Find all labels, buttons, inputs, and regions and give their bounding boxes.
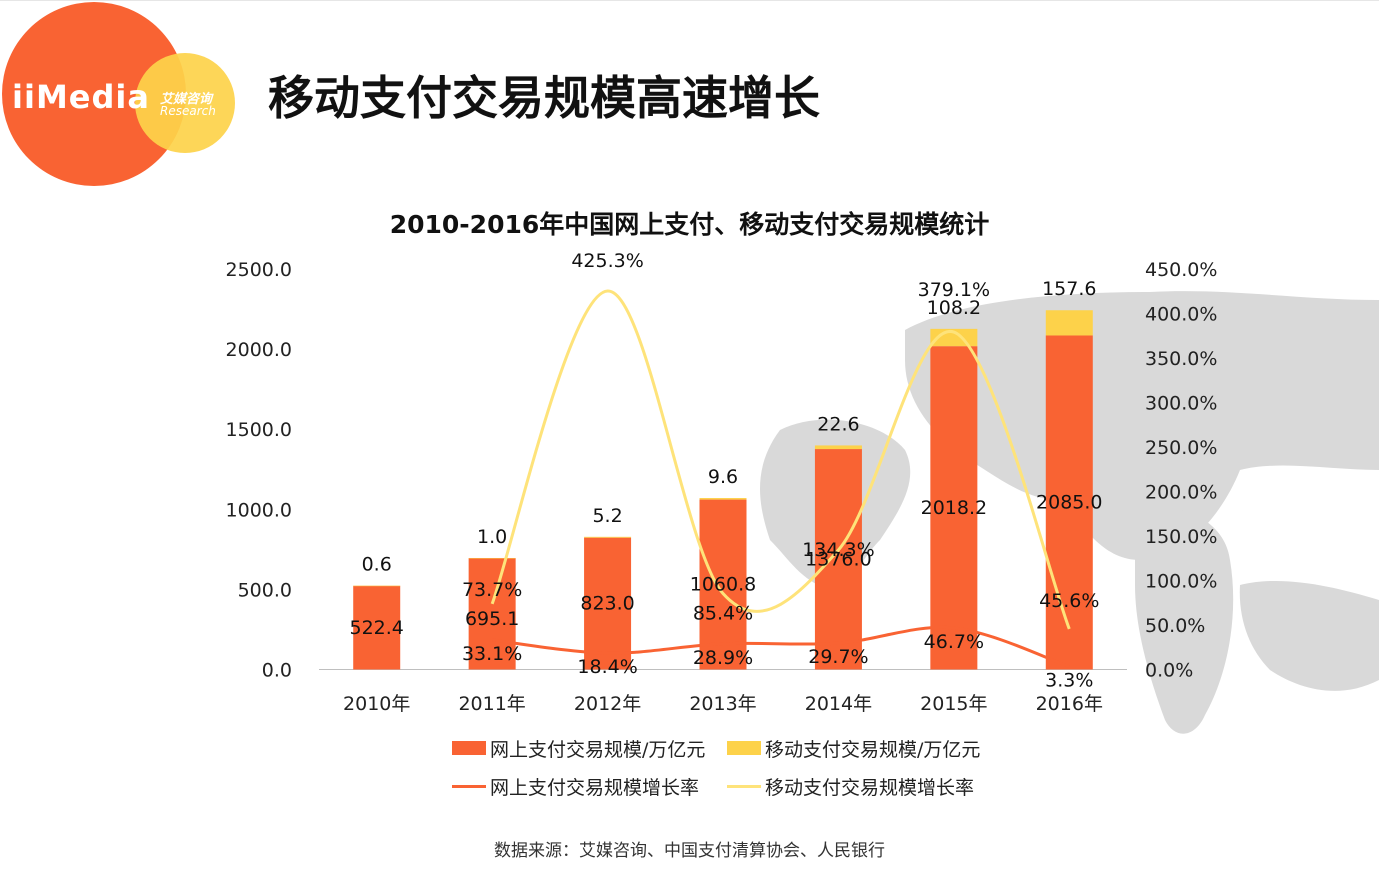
legend-online-line: 网上支付交易规模增长率 bbox=[490, 777, 700, 799]
x-tick-label: 2011年 bbox=[458, 693, 525, 715]
chart-title: 2010-2016年中国网上支付、移动支付交易规模统计 bbox=[389, 210, 990, 239]
bar-online bbox=[930, 346, 978, 670]
y-tick-label: 0.0 bbox=[262, 660, 292, 682]
data-label-online: 1376.0 bbox=[805, 548, 871, 570]
bar-mobile bbox=[353, 585, 401, 587]
data-source: 数据来源：艾媒咨询、中国支付清算协会、人民银行 bbox=[494, 841, 885, 861]
y-tick-label: 1000.0 bbox=[226, 499, 292, 521]
bar-mobile bbox=[699, 498, 747, 500]
y2-tick-label: 200.0% bbox=[1145, 482, 1217, 504]
y-tick-label: 2500.0 bbox=[226, 259, 292, 281]
legend-swatch-online-line bbox=[452, 785, 486, 788]
bar-online bbox=[1045, 335, 1093, 670]
data-label-online-growth: 46.7% bbox=[924, 631, 984, 653]
data-label-online: 823.0 bbox=[580, 593, 634, 615]
data-label-mobile: 0.6 bbox=[362, 554, 392, 576]
logo-circles-icon bbox=[2, 2, 235, 186]
legend-mobile-bar: 移动支付交易规模/万亿元 bbox=[765, 739, 981, 761]
data-label-online: 2085.0 bbox=[1036, 491, 1102, 513]
data-label-mobile-growth: 379.1% bbox=[918, 279, 990, 301]
data-label-online-growth: 29.7% bbox=[808, 646, 868, 668]
data-label-mobile-growth: 425.3% bbox=[571, 250, 643, 272]
y2-tick-label: 0.0% bbox=[1145, 660, 1193, 682]
bar-mobile bbox=[814, 445, 862, 450]
bar-online bbox=[699, 499, 747, 670]
y-tick-label: 2000.0 bbox=[226, 339, 292, 361]
page-title: 移动支付交易规模高速增长 bbox=[268, 71, 820, 125]
data-label-mobile: 22.6 bbox=[817, 413, 859, 435]
data-label-online-growth: 28.9% bbox=[693, 647, 753, 669]
data-label-mobile: 108.2 bbox=[927, 297, 981, 319]
legend-swatch-online-bar bbox=[452, 741, 486, 755]
world-map-eurasia bbox=[905, 291, 1379, 560]
x-tick-label: 2016年 bbox=[1036, 693, 1103, 715]
bar-mobile bbox=[468, 557, 516, 559]
line-mobile-growth bbox=[490, 289, 1071, 630]
x-tick-label: 2013年 bbox=[689, 693, 756, 715]
imedia-logo: iiMedia 艾媒咨询 Research bbox=[0, 0, 240, 190]
logo-main-text: iiMedia bbox=[12, 78, 150, 116]
bar-online bbox=[814, 449, 862, 670]
y2-tick-label: 400.0% bbox=[1145, 304, 1217, 326]
y-tick-label: 500.0 bbox=[238, 579, 292, 601]
data-label-online-growth: 18.4% bbox=[577, 656, 637, 678]
bar-online bbox=[353, 585, 401, 670]
world-map-oceania bbox=[1239, 580, 1379, 691]
top-divider bbox=[0, 0, 1379, 1]
data-label-mobile-growth: 85.4% bbox=[693, 602, 753, 624]
data-label-mobile-growth: 134.3% bbox=[802, 539, 874, 561]
data-label-online-growth: 3.3% bbox=[1045, 670, 1093, 692]
x-tick-label: 2012年 bbox=[574, 693, 641, 715]
data-label-online-growth: 33.1% bbox=[462, 643, 522, 665]
legend-swatch-mobile-bar bbox=[727, 741, 761, 755]
logo-en-text: Research bbox=[160, 104, 216, 118]
y-tick-label: 1500.0 bbox=[226, 419, 292, 441]
world-map-africa bbox=[1135, 507, 1234, 734]
y2-tick-label: 300.0% bbox=[1145, 393, 1217, 415]
line-online-growth bbox=[491, 625, 1070, 668]
data-label-mobile: 5.2 bbox=[592, 505, 622, 527]
y2-tick-label: 100.0% bbox=[1145, 571, 1217, 593]
legend-online-bar: 网上支付交易规模/万亿元 bbox=[490, 739, 706, 761]
x-tick-label: 2010年 bbox=[343, 693, 410, 715]
bar-online bbox=[584, 537, 632, 670]
y2-tick-label: 450.0% bbox=[1145, 259, 1217, 281]
y2-tick-label: 350.0% bbox=[1145, 348, 1217, 370]
data-label-mobile: 9.6 bbox=[708, 466, 738, 488]
x-tick-label: 2014年 bbox=[805, 693, 872, 715]
data-label-online: 2018.2 bbox=[921, 497, 987, 519]
bar-mobile bbox=[1045, 310, 1093, 336]
legend-swatch-mobile-line bbox=[727, 785, 761, 788]
y2-tick-label: 150.0% bbox=[1145, 526, 1217, 548]
data-label-online: 1060.8 bbox=[690, 574, 756, 596]
bar-mobile bbox=[584, 536, 632, 538]
data-label-mobile-growth: 45.6% bbox=[1039, 590, 1099, 612]
data-label-mobile-growth: 73.7% bbox=[462, 579, 522, 601]
data-label-mobile: 1.0 bbox=[477, 526, 507, 548]
legend-mobile-line: 移动支付交易规模增长率 bbox=[765, 777, 975, 799]
logo-cn-text: 艾媒咨询 bbox=[160, 92, 213, 107]
x-tick-label: 2015年 bbox=[920, 693, 987, 715]
data-label-online: 522.4 bbox=[350, 617, 404, 639]
data-label-mobile: 157.6 bbox=[1042, 278, 1096, 300]
y2-tick-label: 50.0% bbox=[1145, 615, 1205, 637]
bar-online bbox=[468, 558, 516, 670]
data-label-online: 695.1 bbox=[465, 608, 519, 630]
y2-tick-label: 250.0% bbox=[1145, 437, 1217, 459]
